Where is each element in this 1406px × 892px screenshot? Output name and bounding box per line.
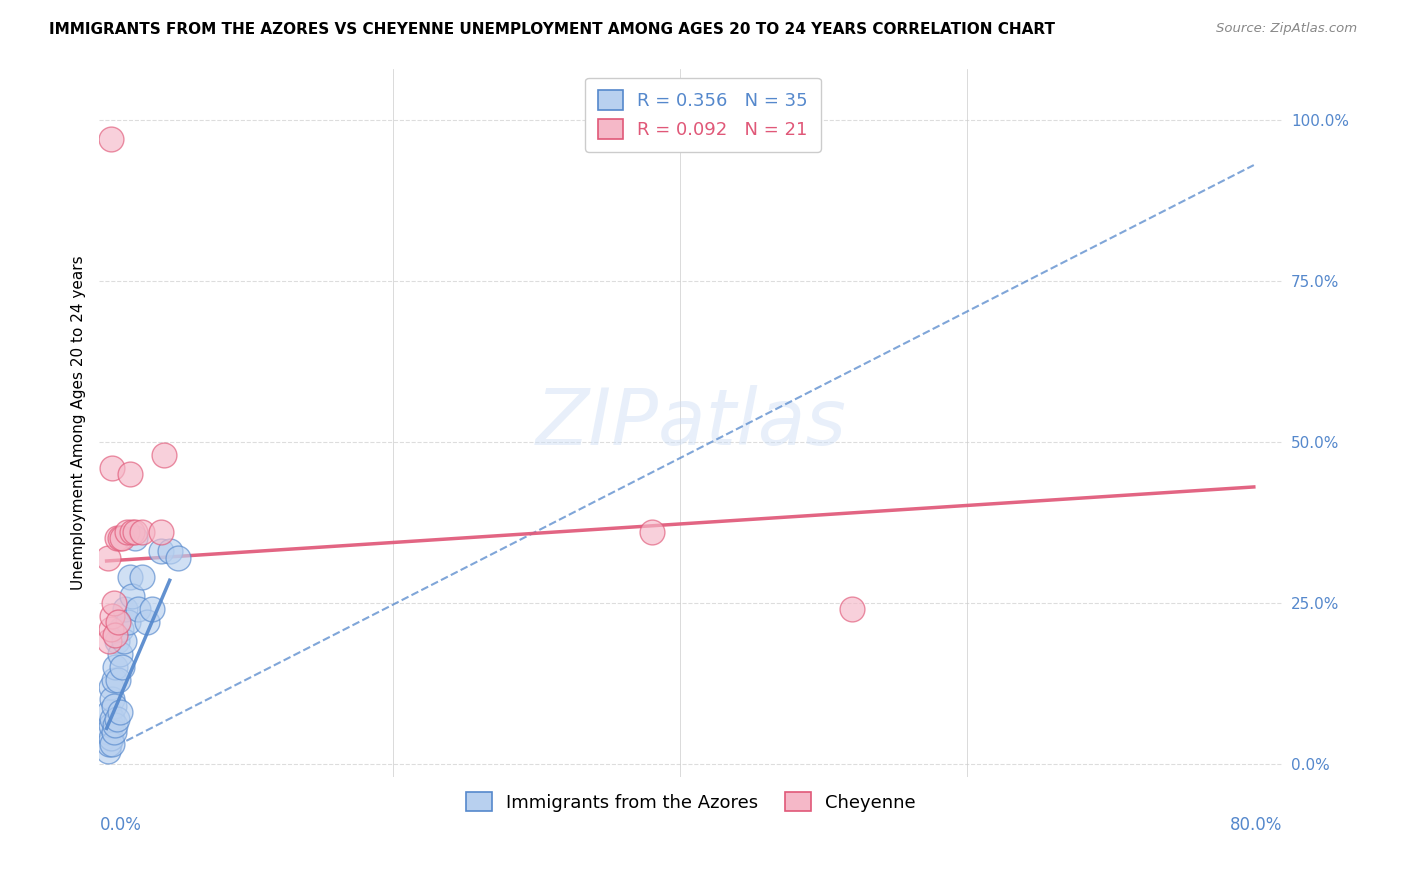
Point <box>100 718 122 732</box>
Point <box>108 532 131 546</box>
Point <box>101 692 124 706</box>
Point <box>110 622 132 636</box>
Point <box>100 132 122 146</box>
Point <box>153 448 176 462</box>
Text: Source: ZipAtlas.com: Source: ZipAtlas.com <box>1216 22 1357 36</box>
Text: IMMIGRANTS FROM THE AZORES VS CHEYENNE UNEMPLOYMENT AMONG AGES 20 TO 24 YEARS CO: IMMIGRANTS FROM THE AZORES VS CHEYENNE U… <box>49 22 1056 37</box>
Point <box>101 712 124 726</box>
Point <box>114 602 136 616</box>
Point <box>108 705 131 719</box>
Point <box>101 460 124 475</box>
Point <box>98 738 121 752</box>
Point <box>104 660 127 674</box>
Point <box>101 738 124 752</box>
Point <box>108 648 131 662</box>
Point <box>111 660 134 674</box>
Point <box>115 524 138 539</box>
Point <box>159 544 181 558</box>
Point <box>97 744 120 758</box>
Point <box>141 602 163 616</box>
Point <box>104 718 127 732</box>
Point <box>167 550 190 565</box>
Point <box>100 680 122 694</box>
Point <box>103 698 125 713</box>
Point <box>135 615 157 629</box>
Point <box>100 731 122 745</box>
Text: 0.0%: 0.0% <box>100 815 142 833</box>
Point <box>105 634 128 648</box>
Point <box>103 724 125 739</box>
Text: ZIPatlas: ZIPatlas <box>536 384 846 460</box>
Point <box>104 628 127 642</box>
Point <box>98 705 121 719</box>
Point <box>97 724 120 739</box>
Point <box>111 532 134 546</box>
Point <box>103 673 125 687</box>
Point <box>150 524 173 539</box>
Point <box>118 467 141 481</box>
Point <box>121 524 143 539</box>
Point <box>131 570 153 584</box>
Point <box>841 602 863 616</box>
Point <box>117 615 139 629</box>
Point <box>103 596 125 610</box>
Point <box>121 590 143 604</box>
Point <box>105 712 128 726</box>
Text: 80.0%: 80.0% <box>1230 815 1282 833</box>
Point <box>101 608 124 623</box>
Point <box>124 524 146 539</box>
Y-axis label: Unemployment Among Ages 20 to 24 years: Unemployment Among Ages 20 to 24 years <box>72 255 86 590</box>
Point <box>97 550 120 565</box>
Point <box>112 634 135 648</box>
Point <box>150 544 173 558</box>
Point <box>131 524 153 539</box>
Point <box>107 673 129 687</box>
Point <box>107 615 129 629</box>
Point <box>124 532 146 546</box>
Point <box>98 634 121 648</box>
Point <box>640 524 662 539</box>
Point <box>105 532 128 546</box>
Point <box>100 622 122 636</box>
Point <box>127 602 149 616</box>
Point <box>118 570 141 584</box>
Legend: Immigrants from the Azores, Cheyenne: Immigrants from the Azores, Cheyenne <box>457 783 925 821</box>
